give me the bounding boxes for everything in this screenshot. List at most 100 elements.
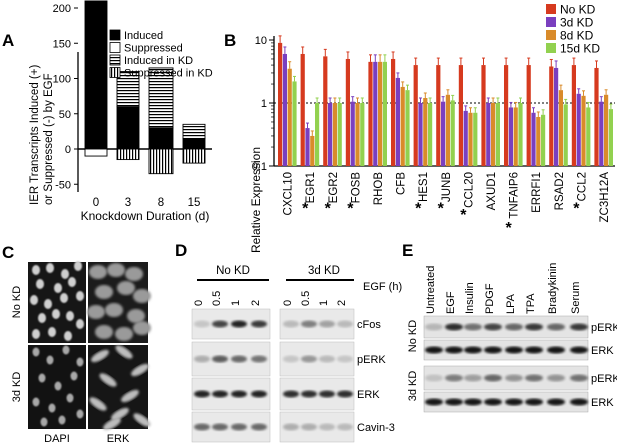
panel-b-bar — [323, 56, 328, 167]
panel-d-band — [319, 355, 335, 363]
panel-a-ytick-label: 200 — [53, 3, 71, 15]
panel-b-legend-swatch — [546, 17, 556, 27]
panel-b-bar — [468, 112, 473, 166]
panel-d-band — [283, 355, 299, 363]
dapi-nucleus — [74, 261, 82, 271]
dapi-nucleus — [52, 309, 60, 319]
dapi-nucleus — [66, 393, 74, 403]
panel-e-band — [445, 323, 463, 331]
panel-a-legend-swatch — [109, 54, 121, 66]
panel-e-band — [464, 398, 482, 406]
panel-d-band — [212, 320, 228, 328]
panel-e-band — [484, 346, 502, 354]
erk-cell — [103, 417, 121, 431]
dapi-nucleus — [76, 291, 84, 301]
panel-b-bar — [278, 42, 283, 166]
panel-a-legend-label: Induced in KD — [124, 55, 193, 67]
dapi-nucleus — [38, 313, 46, 323]
panel-e-band — [484, 323, 502, 331]
panel-b-bar — [486, 103, 491, 166]
panel-a-ytick-label: -50 — [55, 179, 71, 191]
panel-b-bar — [518, 103, 523, 166]
panel-d-timepoint-label: 2 — [336, 300, 348, 306]
dapi-nucleus — [32, 347, 40, 357]
erk-cell — [87, 305, 105, 319]
panel-e-band — [547, 398, 565, 406]
panel-d-band — [301, 423, 317, 431]
dapi-nucleus — [48, 403, 56, 413]
panel-a-legend-label: Suppressed — [124, 43, 183, 55]
panel-d-group-label-nokd: No KD — [216, 265, 250, 277]
panel-e-group-label-nokd: No KD — [407, 320, 419, 352]
panel-a-ytick-label: 150 — [53, 38, 71, 50]
panel-e: E Untreated EGF Insulin PDGF LPA TPA Bradykini… — [402, 241, 617, 413]
panel-b-bar — [337, 103, 342, 166]
dapi-nucleus — [32, 265, 40, 275]
panel-d-timepoints: 0 0.5 1 2 0 0.5 1 2 — [193, 291, 348, 306]
panel-b-significance-star: * — [302, 200, 309, 217]
panel-b-xtick-label: ERRFI1 — [531, 172, 543, 213]
erk-cell — [111, 407, 129, 421]
panel-d-band — [319, 423, 335, 431]
panel-e-blots: pERK ERK pERK ERK — [423, 315, 617, 413]
panel-a-bar-segment — [182, 148, 206, 164]
panel-d-timepoint-label: 0.5 — [300, 291, 312, 306]
panel-b-bar — [604, 94, 609, 166]
panel-b-ylabel: Relative Expression — [249, 147, 263, 253]
panel-b-bar — [287, 68, 292, 166]
panel-b-significance-star: * — [505, 220, 512, 237]
panel-b-significance-star: * — [347, 200, 354, 217]
panel-a-xlabel: Knockdown Duration (d) — [81, 209, 210, 223]
panel-b-bar — [571, 65, 576, 166]
panel-b-bar — [418, 103, 423, 166]
panel-d-band — [251, 320, 267, 328]
panel-d-row-label: pERK — [357, 354, 386, 366]
panel-b-ytick-label: 10 — [255, 35, 267, 47]
erk-cell — [133, 413, 151, 427]
panel-b-bar — [423, 98, 428, 166]
panel-a-bar-segment — [148, 148, 174, 175]
erk-cell — [133, 289, 151, 303]
panel-e-group-label-3dkd: 3d KD — [407, 371, 419, 402]
dapi-nucleus — [64, 331, 72, 341]
erk-cell — [117, 281, 135, 295]
dapi-nucleus — [76, 409, 84, 419]
panel-b-bar — [481, 65, 486, 166]
panel-b-bar — [413, 65, 418, 166]
dapi-nucleus — [68, 277, 76, 287]
panel-e-band — [570, 323, 588, 331]
dapi-nucleus — [44, 299, 52, 309]
panel-a-ytick-label: 100 — [53, 74, 71, 86]
panel-b-bar — [305, 128, 310, 166]
panel-b-xtick-label: JUNB — [441, 172, 453, 202]
panel-e-band — [525, 398, 543, 406]
panel-a-bar-segment — [116, 70, 140, 108]
panel-a-bar-segment — [148, 127, 174, 150]
panel-b-bar — [554, 67, 559, 166]
panel-a-bar-segment — [84, 148, 108, 157]
panel-d-band — [337, 390, 353, 398]
panel-e-row-label: ERK — [591, 397, 614, 409]
dapi-nucleus — [32, 397, 40, 407]
panel-e-band — [505, 346, 523, 354]
panel-d-row-label: ERK — [357, 389, 380, 401]
panel-e-band — [425, 346, 443, 354]
panel-b-ytick-label: 1 — [261, 98, 267, 110]
panel-b-bar — [282, 53, 287, 166]
panel-b-bar — [373, 61, 378, 166]
panel-b-legend-label: No KD — [560, 3, 596, 17]
panel-a-legend-label: Induced — [124, 30, 163, 42]
panel-b-bar — [581, 95, 586, 166]
dapi-nucleus — [38, 373, 46, 383]
panel-b-bar — [450, 100, 455, 166]
panel-b-bar — [541, 114, 546, 166]
panel-b-xtick-label: EGR1 — [305, 172, 317, 203]
panel-e-band — [464, 374, 482, 382]
panel-b-bar — [558, 90, 563, 166]
panel-e-band — [445, 398, 463, 406]
panel-a-legend-swatch — [109, 42, 121, 53]
panel-b-bar — [576, 93, 581, 166]
panel-b-bar — [531, 112, 536, 166]
panel-e-band — [505, 323, 523, 331]
